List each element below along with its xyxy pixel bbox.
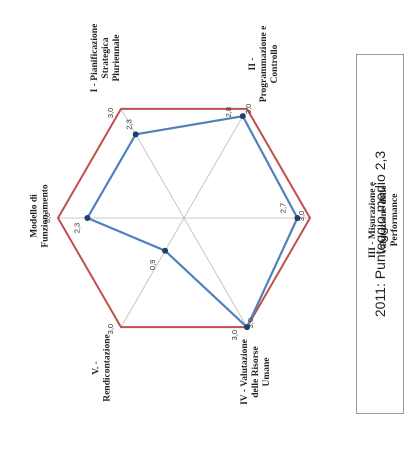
axis-label-IV: delle Risorse	[251, 346, 261, 397]
chart-labels: 3,0 3,0 3,0 3,0 3,0 3,0 2,3 2,8 2,7 3,0 0,9 2,3 I - …	[30, 24, 401, 405]
axis-label-II: II -	[248, 58, 258, 71]
axis-label-IV: Umane	[262, 357, 272, 386]
data-point-IV	[244, 324, 250, 331]
radar-spokes	[58, 108, 310, 328]
tick-label-MF: 3,0	[43, 213, 52, 223]
axis-label-MF: Modello di	[30, 194, 40, 238]
data-point-II	[239, 113, 246, 120]
data-label-I: 2,3	[125, 119, 134, 129]
data-point-I	[132, 131, 139, 138]
axis-label-III: III - Misurazione e	[368, 182, 378, 258]
tick-label-IV: 3,0	[246, 318, 255, 328]
axis-label-V: Rendicontazione	[103, 334, 113, 402]
axis-label-III: Performance	[390, 194, 400, 247]
data-point-MF	[84, 215, 91, 221]
data-label-MF: 2,3	[72, 223, 81, 233]
data-label-III: 2,7	[278, 203, 287, 213]
spoke-IV	[183, 217, 248, 328]
axis-label-I: Pluriennale	[112, 35, 122, 82]
tick-label-II: 3,0	[244, 104, 253, 114]
data-label-IV: 3,0	[230, 330, 239, 340]
axis-label-II: Controllo	[270, 44, 280, 83]
tick-label-I: 3,0	[106, 108, 115, 118]
axis-label-MF: Funzionamento	[41, 184, 51, 248]
spoke-I	[120, 108, 185, 219]
axis-label-IV: IV - Valutazione	[240, 339, 250, 405]
data-point-III	[294, 215, 301, 221]
axis-label-V: V. -	[92, 361, 102, 375]
data-points	[84, 113, 301, 331]
axis-label-I: I - Pianificazione	[90, 24, 100, 93]
spoke-II	[183, 108, 248, 219]
data-label-II: 2,8	[224, 107, 233, 117]
tick-label-V: 3,0	[106, 324, 115, 334]
axis-label-II: Programmazione e	[259, 26, 269, 103]
summary-box: 2011: Punteggio medio 2,3	[356, 54, 404, 414]
data-label-V: 0,9	[148, 260, 157, 270]
data-point-V	[162, 247, 169, 254]
axis-label-I: Strategica	[101, 37, 111, 78]
axis-label-III: Valutazione delle	[379, 185, 389, 254]
spoke-V	[120, 217, 185, 328]
tick-label-III: 3,0	[297, 211, 306, 221]
summary-text: 2011: Punteggio medio 2,3	[372, 150, 388, 318]
